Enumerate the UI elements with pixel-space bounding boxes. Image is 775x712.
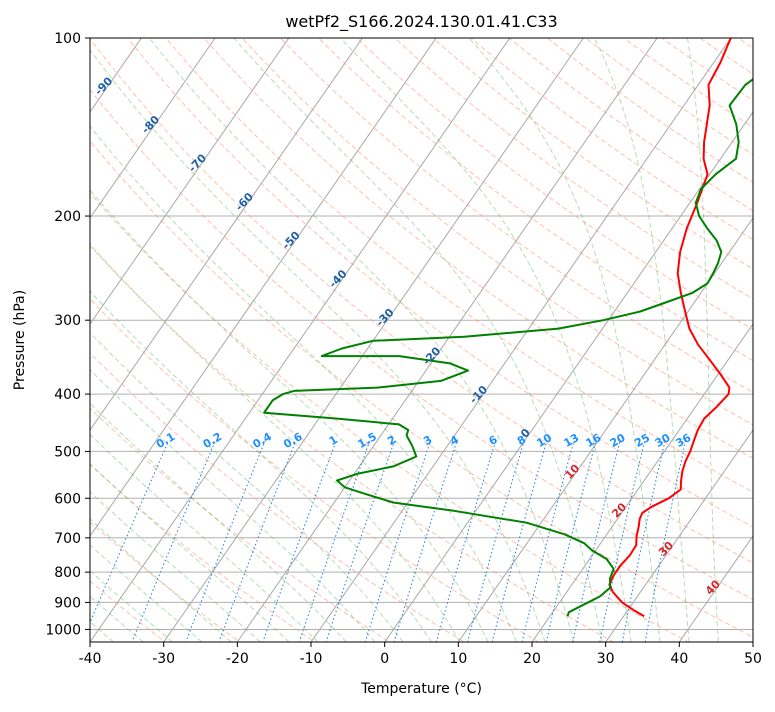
y-tick-label: 600 (54, 491, 81, 507)
y-tick-label: 500 (54, 444, 81, 460)
x-tick-label: -10 (300, 651, 323, 667)
y-axis-title: Pressure (hPa) (12, 290, 28, 390)
y-tick-label: 400 (54, 387, 81, 403)
x-tick-label: 40 (670, 651, 688, 667)
chart-title: wetPf2_S166.2024.130.01.41.C33 (285, 12, 557, 32)
x-tick-label: 10 (449, 651, 467, 667)
y-tick-label: 300 (54, 313, 81, 329)
y-tick-label: 1000 (45, 622, 81, 638)
x-tick-label: 0 (380, 651, 389, 667)
x-tick-label: 50 (744, 651, 762, 667)
x-tick-label: -30 (152, 651, 175, 667)
y-tick-label: 200 (54, 209, 81, 225)
x-tick-label: -40 (79, 651, 102, 667)
x-tick-label: 20 (523, 651, 541, 667)
y-tick-label: 700 (54, 531, 81, 547)
y-tick-label: 900 (54, 595, 81, 611)
x-tick-label: 30 (597, 651, 615, 667)
x-tick-label: -20 (226, 651, 249, 667)
y-tick-label: 100 (54, 31, 81, 47)
y-tick-label: 800 (54, 565, 81, 581)
x-axis-title: Temperature (°C) (360, 681, 482, 697)
